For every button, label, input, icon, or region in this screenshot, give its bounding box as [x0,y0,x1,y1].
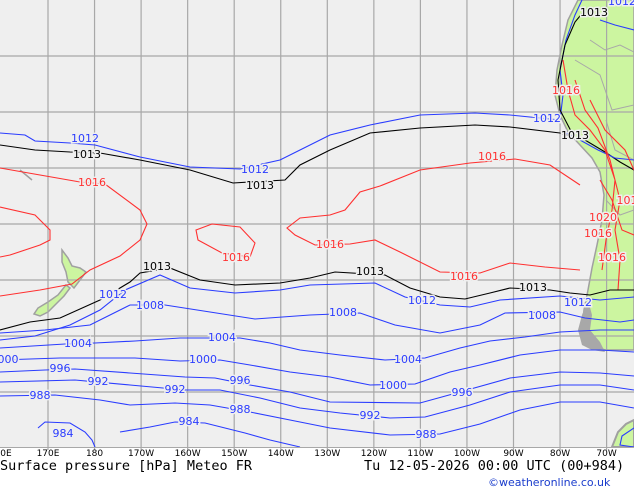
isobar-1013-north [0,9,634,184]
longitude-tick-label: 170W [128,449,154,459]
isobar-1012-coast [565,19,634,161]
longitude-tick-label: 160W [175,449,201,459]
isobar-label: 1020 [589,211,617,224]
longitude-tick-label: 150W [221,449,247,459]
isobar-1004 [0,329,634,361]
isobar-label: 1004 [64,337,92,350]
longitude-tick-label: 0E [0,449,12,459]
isobar-1016-east [286,158,581,274]
isobar-label: 988 [230,403,251,416]
isobar-996 [0,368,634,404]
isobar-label: 1008 [329,306,357,319]
isobar-label: 1012 [533,112,561,125]
longitude-tick-label: 100W [454,449,480,459]
isobar-label: 996 [230,374,251,387]
longitude-tick-label: 130W [314,449,340,459]
isobar-label: 000 [0,353,19,366]
isobar-label: 1012 [608,0,634,8]
isobar-1008 [0,304,634,334]
isobar-label: 1013 [73,148,101,161]
isobar-1016-central-loop [195,223,256,258]
isobar-label: 1016 [478,150,506,163]
isobar-label: 984 [179,415,200,428]
isobar-1016-north [0,167,148,297]
longitude-axis: 0E 170E 180 170W 160W 150W 140W 130W 120W 110W 100… [0,449,617,459]
patagonia-islands [578,300,605,352]
isobar-label: 988 [30,389,51,402]
isobar-1012-south [0,274,634,341]
isobar-label: 1016 [450,270,478,283]
isobar-label: 1013 [580,6,608,19]
longitude-tick-label: 170E [37,449,60,459]
isobar-label: 1004 [394,353,422,366]
longitude-tick-label: 140W [268,449,294,459]
isobar-1013-south [0,267,634,331]
isobar-988 [0,394,634,436]
isobar-label: 1016 [78,176,106,189]
isobar-label: 1012 [408,294,436,307]
isobar-label: 984 [53,427,74,440]
longitude-tick-label: 70W [596,449,616,459]
isobars [0,0,634,448]
isobar-label: 1016 [552,84,580,97]
isobar-label: 1013 [143,260,171,273]
valid-time: Tu 12-05-2026 00:00 UTC (00+984) [364,458,625,474]
isobar-label: 992 [360,409,381,422]
isobar-label: 1016 [316,238,344,251]
isobar-label: 988 [416,428,437,441]
isobar-label: 1016 [584,227,612,240]
map-title: Surface pressure [hPa] Meteo FR [0,458,252,474]
isobar-label: 1012 [241,163,269,176]
isobar-labels: 1012101310161012101310161016101610161012… [0,0,634,443]
isobar-984-c [619,427,634,448]
isobar-label: 1013 [356,265,384,278]
longitude-tick-label: 120W [361,449,387,459]
longitude-tick-label: 90W [503,449,523,459]
isobar-label: 1000 [189,353,217,366]
longitude-tick-label: 80W [550,449,570,459]
isobar-label: 996 [50,362,71,375]
isobar-label: 1012 [71,132,99,145]
isobar-label: 1008 [528,309,556,322]
isobar-label: 996 [452,386,473,399]
isobar-1016-coast [562,59,634,291]
isobar-label: 1013 [246,179,274,192]
isobar-label: 1004 [208,331,236,344]
isobar-label: 992 [165,383,186,396]
isobar-label: 1012 [564,296,592,309]
isobar-label: 1016 [222,251,250,264]
isobar-label: 992 [88,375,109,388]
isobar-label: 101 [617,194,634,207]
isobar-984-a [119,421,301,448]
isobar-984-b [37,421,96,448]
isobar-1012-north [0,0,583,170]
isobar-label: 1016 [598,251,626,264]
credit-link[interactable]: ©weatheronline.co.uk [488,476,611,489]
isobar-1000 [0,349,634,386]
isobar-label: 1008 [136,299,164,312]
longitude-tick-label: 110W [407,449,433,459]
isobar-label: 1013 [561,129,589,142]
isobar-label: 1013 [519,281,547,294]
isobar-label: 1000 [379,379,407,392]
isobar-1016-west-loop [0,206,51,258]
new-zealand-south-island [32,283,72,317]
isobar-992 [0,379,634,419]
isobar-label: 1012 [99,288,127,301]
longitude-tick-label: 180 [86,449,103,459]
